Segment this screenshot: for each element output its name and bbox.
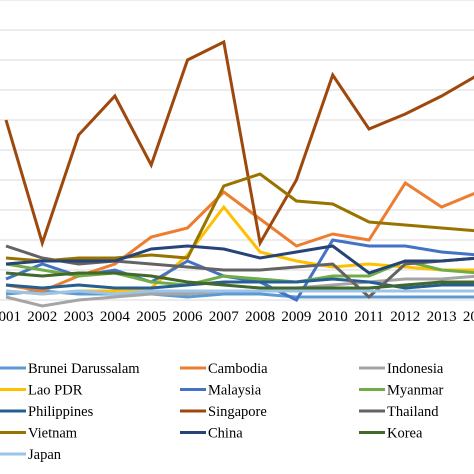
x-tick-label: 2010 — [318, 309, 348, 325]
legend: Brunei Darussalam Cambodia Indonesia Lao PD… — [0, 361, 444, 463]
x-tick-label: 2012 — [390, 309, 420, 325]
x-tick-label: 2002 — [27, 309, 57, 325]
series-line-vietnam — [5, 172, 474, 263]
x-tick-label: 2009 — [281, 309, 311, 325]
x-tick-label: 2013 — [427, 309, 457, 325]
series-line-thailand — [5, 244, 474, 300]
legend-label: Philippines — [28, 404, 94, 420]
x-tick-label: 2004 — [100, 309, 131, 325]
legend-label: Myanmar — [387, 383, 444, 399]
legend-label: Brunei Darussalam — [28, 361, 140, 377]
series-line-china — [5, 244, 474, 275]
legend-label: Vietnam — [28, 426, 78, 442]
legend-label: Korea — [387, 426, 423, 442]
x-tick-label: 2001 — [0, 309, 21, 325]
legend-label: Malaysia — [208, 383, 262, 399]
x-tick-label: 2011 — [354, 309, 383, 325]
legend-label: Cambodia — [208, 361, 268, 377]
x-tick-label: 2006 — [173, 309, 204, 325]
series-lines — [4, 39, 474, 308]
legend-label: Thailand — [387, 404, 439, 420]
legend-label: Indonesia — [387, 361, 444, 377]
x-tick-label: 2008 — [245, 309, 275, 325]
legend-label: Lao PDR — [28, 383, 83, 399]
series-line-korea — [5, 271, 474, 290]
x-tick-label: 2014 — [463, 309, 474, 325]
legend-label: Japan — [28, 447, 62, 463]
legend-label: China — [208, 426, 243, 442]
x-axis-tick-labels: 2001 2002 2003 2004 2005 2006 2007 2008 2009 2010… — [0, 309, 474, 325]
x-tick-label: 2005 — [136, 309, 166, 325]
x-tick-label: 2003 — [64, 309, 94, 325]
legend-label: Singapore — [208, 404, 267, 420]
series-line-singapore — [4, 39, 474, 248]
x-tick-label: 2007 — [209, 309, 240, 325]
series-line-japan — [5, 289, 474, 296]
series-line-brunei-darussalam — [5, 289, 474, 299]
grid-lines — [0, 0, 474, 301]
